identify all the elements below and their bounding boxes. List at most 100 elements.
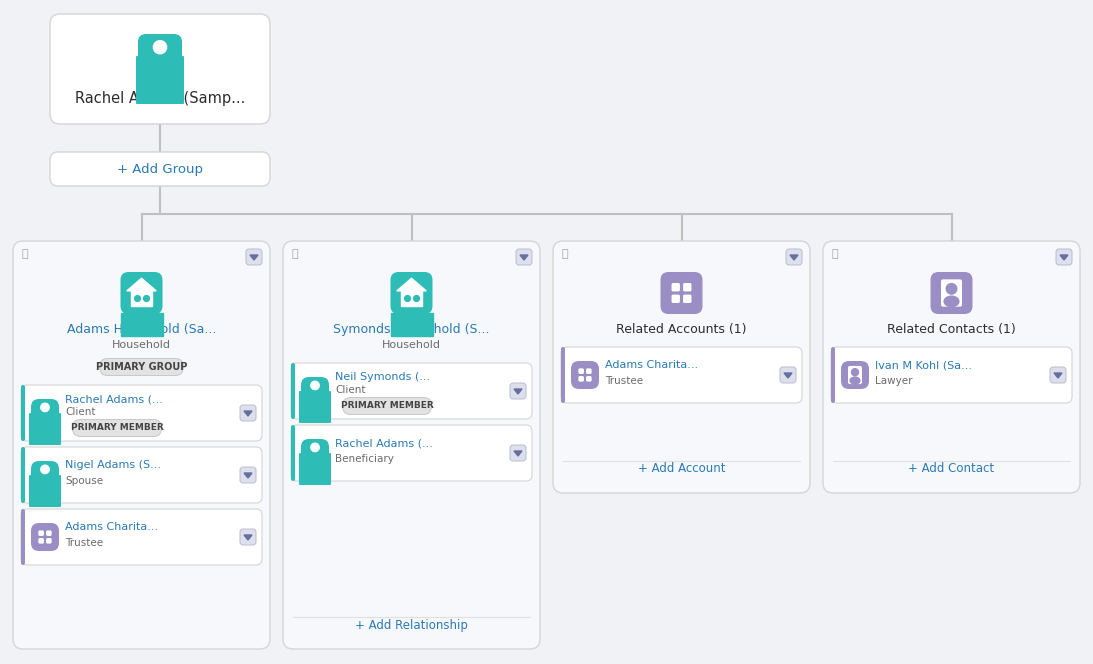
FancyBboxPatch shape [780,367,796,383]
Text: ⤢: ⤢ [831,249,837,259]
FancyBboxPatch shape [561,347,565,403]
FancyBboxPatch shape [831,347,1072,403]
FancyBboxPatch shape [941,280,962,307]
Text: Beneficiary: Beneficiary [334,454,393,464]
FancyBboxPatch shape [72,420,162,436]
Ellipse shape [944,296,959,307]
Polygon shape [244,473,252,478]
Polygon shape [250,255,258,260]
FancyBboxPatch shape [240,405,256,421]
FancyBboxPatch shape [13,241,270,649]
FancyBboxPatch shape [283,241,540,649]
Polygon shape [244,411,252,416]
Text: ⤢: ⤢ [561,249,567,259]
FancyBboxPatch shape [510,445,526,461]
FancyBboxPatch shape [21,447,262,503]
Text: PRIMARY MEMBER: PRIMARY MEMBER [71,424,163,432]
FancyBboxPatch shape [291,425,532,481]
Text: Related Accounts (1): Related Accounts (1) [616,323,747,335]
Text: Symonds Household (S...: Symonds Household (S... [333,323,490,335]
Ellipse shape [308,455,322,465]
FancyBboxPatch shape [50,14,270,124]
FancyBboxPatch shape [586,376,591,382]
Polygon shape [514,389,522,394]
Polygon shape [784,373,792,378]
Text: Lawyer: Lawyer [875,376,913,386]
FancyBboxPatch shape [671,295,680,303]
Ellipse shape [308,393,322,403]
FancyBboxPatch shape [291,363,532,419]
Bar [390,313,433,336]
FancyBboxPatch shape [848,366,862,384]
FancyBboxPatch shape [561,347,802,403]
Ellipse shape [38,415,52,425]
FancyBboxPatch shape [30,413,61,445]
FancyBboxPatch shape [30,475,61,507]
Bar [131,291,152,305]
FancyBboxPatch shape [301,377,329,405]
FancyBboxPatch shape [841,361,869,389]
Polygon shape [1060,255,1068,260]
Text: Ivan M Kohl (Sa...: Ivan M Kohl (Sa... [875,360,972,370]
Polygon shape [514,451,522,456]
Polygon shape [127,278,156,291]
FancyBboxPatch shape [246,249,262,265]
Text: PRIMARY GROUP: PRIMARY GROUP [96,362,187,372]
Text: Rachel Adams (Samp...: Rachel Adams (Samp... [74,90,245,106]
Polygon shape [520,255,528,260]
FancyBboxPatch shape [571,361,599,389]
FancyBboxPatch shape [291,425,295,481]
FancyBboxPatch shape [31,399,59,427]
Circle shape [153,41,166,54]
Text: Client: Client [334,385,365,395]
FancyBboxPatch shape [578,376,584,382]
Text: Trustee: Trustee [64,538,103,548]
FancyBboxPatch shape [1056,249,1072,265]
Text: Adams Charita...: Adams Charita... [64,522,158,532]
Circle shape [310,443,319,452]
FancyBboxPatch shape [240,467,256,483]
FancyBboxPatch shape [21,385,25,441]
FancyBboxPatch shape [930,272,973,314]
FancyBboxPatch shape [136,56,184,104]
Bar [120,313,163,336]
FancyBboxPatch shape [38,538,44,544]
Text: + Add Group: + Add Group [117,163,203,175]
FancyBboxPatch shape [342,398,432,414]
Text: Trustee: Trustee [606,376,643,386]
FancyBboxPatch shape [21,509,25,565]
FancyBboxPatch shape [516,249,532,265]
FancyBboxPatch shape [823,241,1080,493]
Ellipse shape [149,59,171,75]
Polygon shape [244,535,252,540]
FancyBboxPatch shape [240,529,256,545]
FancyBboxPatch shape [46,531,51,536]
FancyBboxPatch shape [578,369,584,374]
Circle shape [851,369,858,376]
Text: + Add Contact: + Add Contact [908,463,995,475]
Text: Spouse: Spouse [64,476,103,486]
FancyBboxPatch shape [390,272,433,314]
FancyBboxPatch shape [831,347,835,403]
Ellipse shape [38,477,52,487]
Polygon shape [1054,373,1062,378]
Bar [401,291,422,305]
FancyBboxPatch shape [46,538,51,544]
FancyBboxPatch shape [21,509,262,565]
FancyBboxPatch shape [786,249,802,265]
Text: Household: Household [111,340,171,350]
Text: Neil Symonds (...: Neil Symonds (... [334,372,431,382]
Circle shape [40,465,49,473]
Text: Adams Household (Sa...: Adams Household (Sa... [67,323,216,335]
Polygon shape [790,255,798,260]
FancyBboxPatch shape [510,383,526,399]
FancyBboxPatch shape [299,391,331,423]
FancyBboxPatch shape [99,359,184,376]
FancyBboxPatch shape [31,523,59,551]
FancyBboxPatch shape [301,439,329,467]
Text: + Add Account: + Add Account [637,463,726,475]
FancyBboxPatch shape [38,531,44,536]
FancyBboxPatch shape [553,241,810,493]
Circle shape [310,381,319,390]
FancyBboxPatch shape [21,447,25,503]
